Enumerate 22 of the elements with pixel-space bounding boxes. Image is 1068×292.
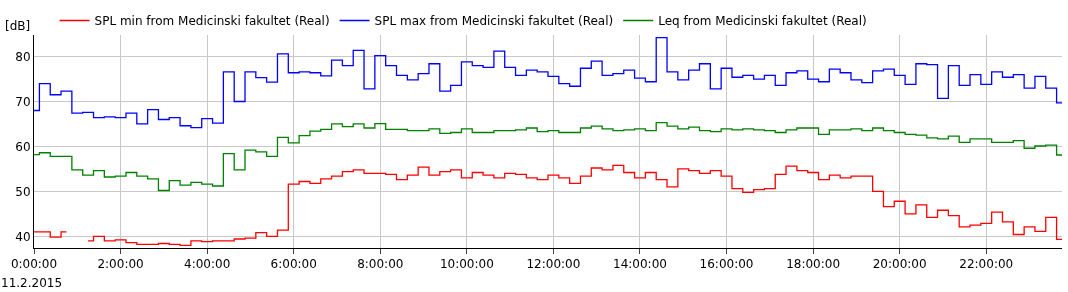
- y-tick-label: 60: [15, 139, 31, 154]
- x-tick-label: 14:00:00: [613, 257, 667, 272]
- x-tick-label: 6:00:00: [270, 257, 317, 272]
- x-tick-label: 20:00:00: [872, 257, 927, 272]
- legend-label: Leq from Medicinski fakultet (Real): [658, 14, 867, 29]
- x-tick-label: 12:00:00: [526, 257, 581, 272]
- text: 11.2.2015: [1, 276, 63, 290]
- x-tick-label: 4:00:00: [184, 257, 231, 272]
- y-tick-label: 40: [15, 229, 31, 244]
- x-tick-label: 16:00:00: [699, 257, 754, 272]
- y-tick-label: 50: [15, 184, 31, 199]
- y-tick-label: 70: [15, 94, 31, 109]
- x-tick-label: 10:00:00: [439, 257, 494, 272]
- x-tick-label: 2:00:00: [97, 257, 144, 272]
- y-axis-title: [dB]: [5, 19, 31, 33]
- y-tick-label: 80: [15, 49, 31, 64]
- x-tick-label: 22:00:00: [959, 257, 1014, 272]
- x-tick-label: 8:00:00: [357, 257, 404, 272]
- legend-label: SPL max from Medicinski fakultet (Real): [374, 14, 614, 29]
- legend-label: SPL min from Medicinski fakultet (Real): [94, 14, 330, 29]
- x-tick-label: 18:00:00: [786, 257, 841, 272]
- x-tick-label: 0:00:00: [10, 257, 58, 272]
